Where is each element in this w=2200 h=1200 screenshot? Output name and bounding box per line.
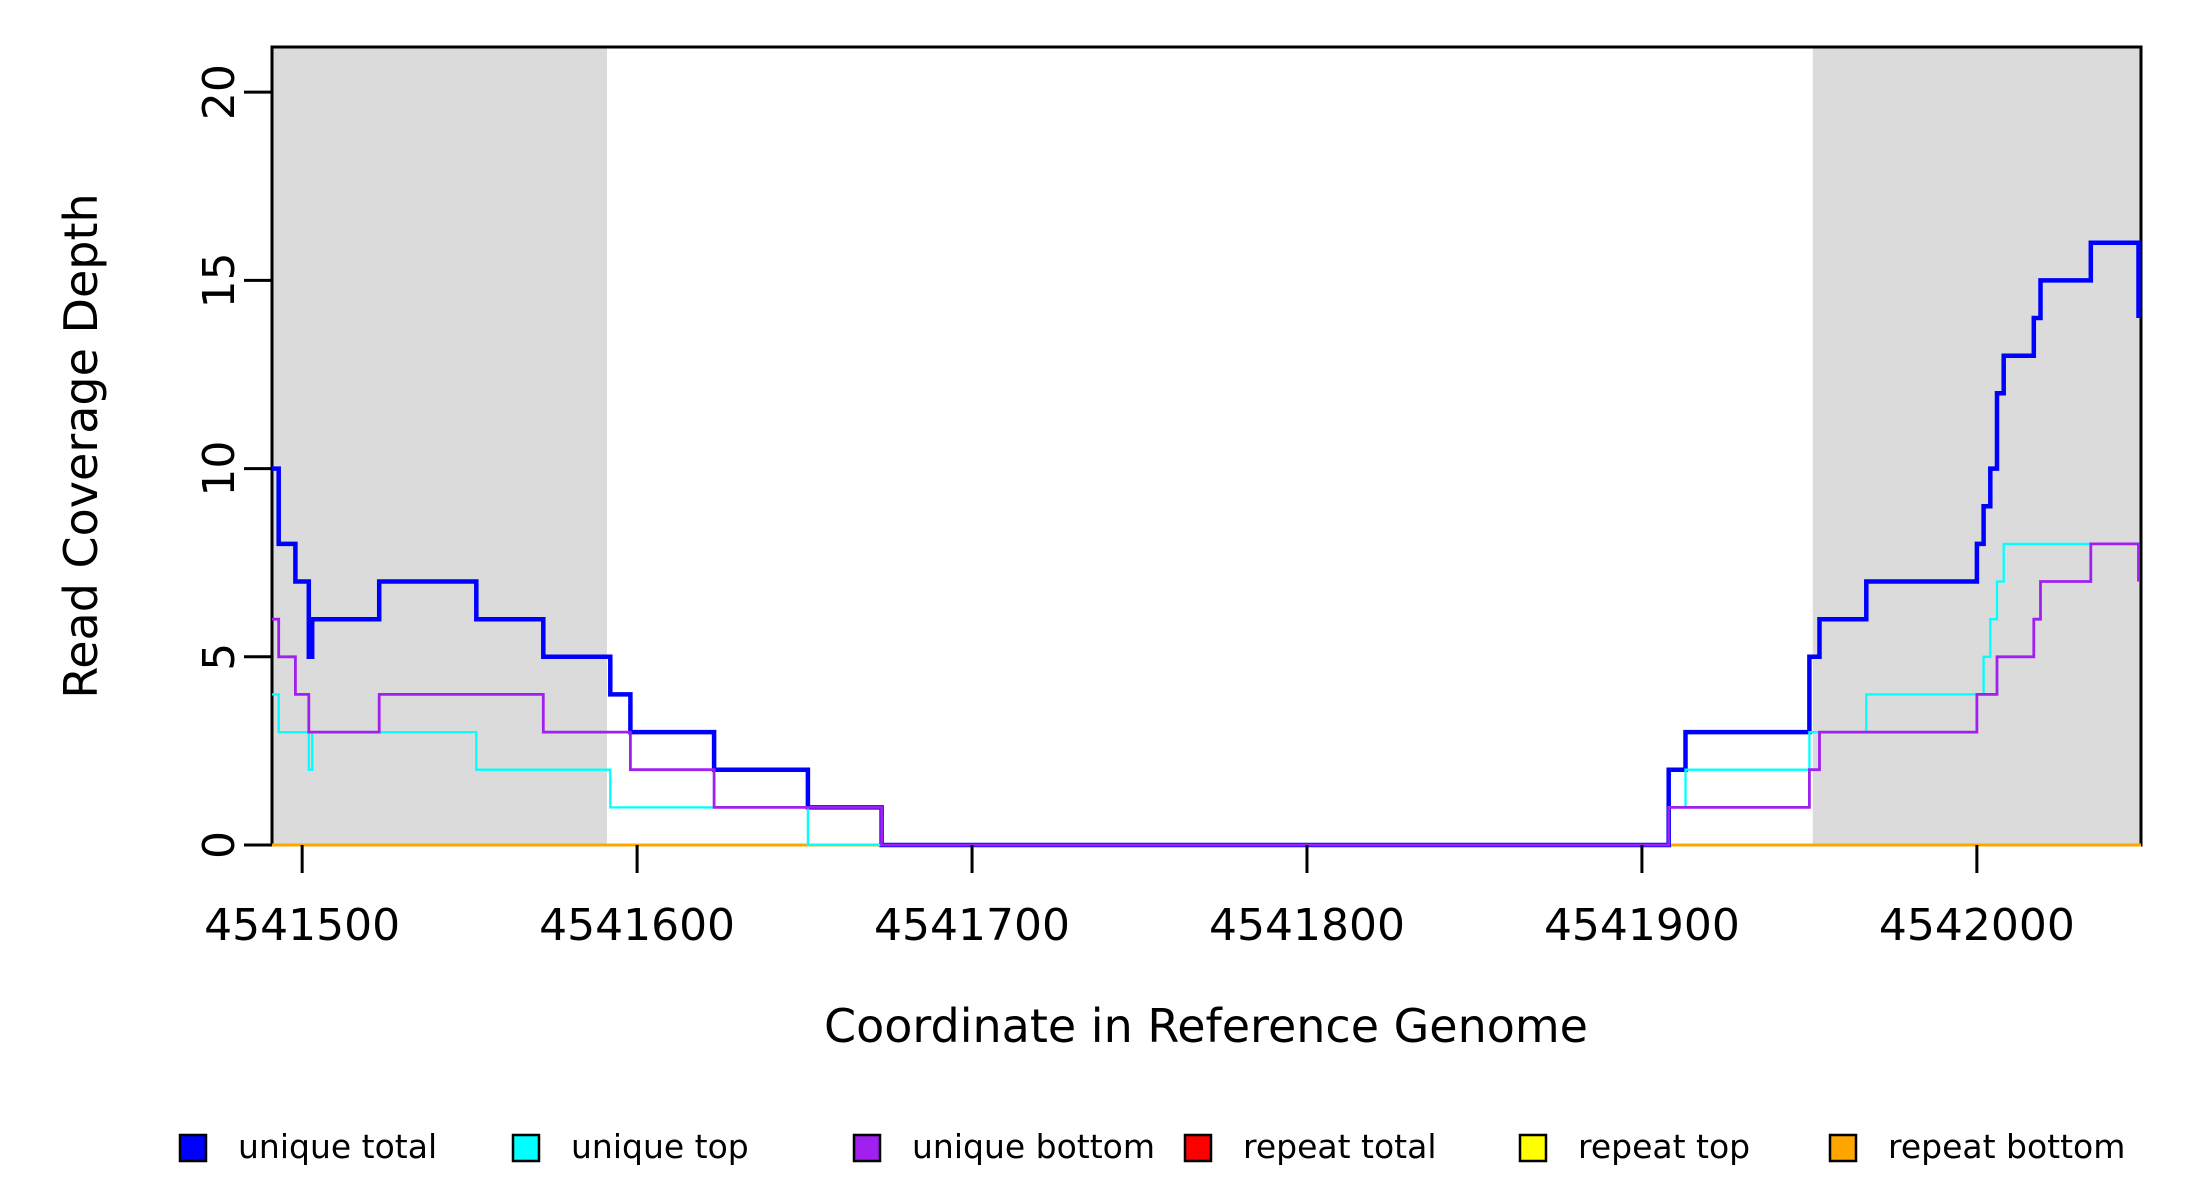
y-tick-label: 10	[194, 441, 245, 497]
series-line-unique-total	[272, 240, 2141, 848]
y-tick-label: 5	[194, 643, 245, 671]
legend-swatch-unique-total	[178, 1133, 208, 1163]
legend-swatch-repeat-top	[1518, 1133, 1548, 1163]
y-tick-label: 15	[194, 252, 245, 308]
y-axis-title: Read Coverage Depth	[54, 193, 108, 698]
x-tick-label: 4541900	[1544, 900, 1740, 951]
series-line-unique-bottom	[272, 542, 2140, 847]
x-tick-label: 4541700	[874, 900, 1070, 951]
legend-swatch-repeat-total	[1183, 1133, 1213, 1163]
legend-label-unique-top: unique top	[571, 1127, 749, 1166]
legend-label-unique-total: unique total	[238, 1127, 437, 1166]
y-tick-label: 0	[194, 831, 245, 859]
legend: unique total unique top unique bottom repea…	[178, 1127, 2125, 1166]
legend-swatch-repeat-bottom	[1828, 1133, 1858, 1163]
x-tick-label: 4541600	[539, 900, 735, 951]
legend-label-repeat-bottom: repeat bottom	[1888, 1127, 2125, 1166]
x-tick-label: 4541500	[204, 900, 400, 951]
legend-label-repeat-total: repeat total	[1243, 1127, 1437, 1166]
x-axis-title: Coordinate in Reference Genome	[824, 999, 1588, 1053]
x-tick-label: 4542000	[1879, 900, 2075, 951]
repeat-region-shading	[272, 47, 607, 845]
legend-label-repeat-top: repeat top	[1578, 1127, 1750, 1166]
legend-label-unique-bottom: unique bottom	[912, 1127, 1155, 1166]
x-tick-label: 4541800	[1209, 900, 1405, 951]
legend-swatch-unique-top	[511, 1133, 541, 1163]
legend-swatch-unique-bottom	[852, 1133, 882, 1163]
y-tick-label: 20	[194, 64, 245, 120]
